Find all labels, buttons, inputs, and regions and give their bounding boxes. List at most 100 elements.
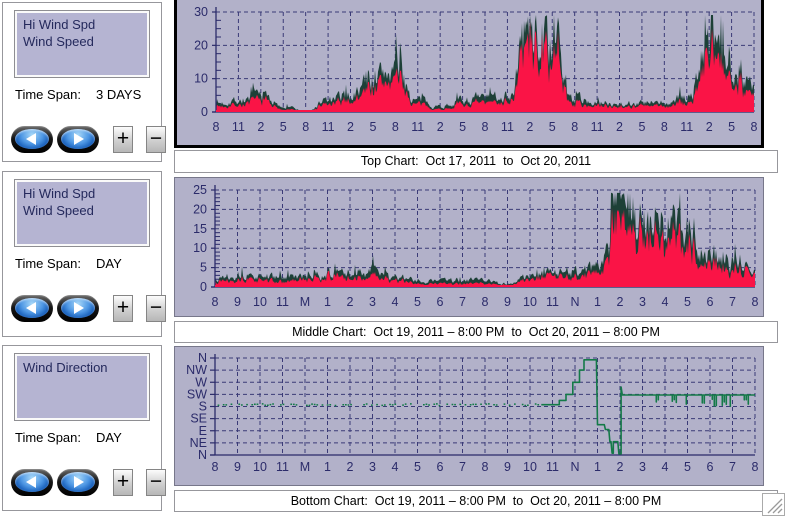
svg-text:3: 3 [639, 460, 646, 474]
top-chart-plot: 0 10 20 30 8 11 2 5 8 11 2 5 8 11 2 5 8 11 2 5 8 11 2 5 8 11 2 5 8 [194, 5, 758, 134]
svg-text:7: 7 [729, 460, 736, 474]
control-panel-bottom-chart: Wind Direction Time Span: DAY + − [2, 345, 166, 511]
nav-buttons: + − [11, 124, 166, 154]
button-orb [15, 128, 49, 149]
zoom-out-button[interactable]: − [146, 125, 166, 153]
svg-text:N: N [570, 460, 579, 474]
scroll-left-button[interactable] [11, 125, 53, 153]
right-arrow-icon [74, 475, 84, 488]
time-span-label: Time Span: [15, 430, 81, 445]
svg-text:5: 5 [459, 120, 466, 134]
list-item[interactable]: Hi Wind Spd [23, 17, 96, 32]
top-chart-caption: Top Chart: Oct 17, 2011 to Oct 20, 2011 [174, 150, 778, 173]
button-orb [15, 471, 49, 492]
svg-text:4: 4 [662, 460, 669, 474]
svg-text:10: 10 [253, 295, 267, 309]
minus-icon: − [149, 469, 163, 493]
svg-text:2: 2 [437, 120, 444, 134]
svg-text:8: 8 [661, 120, 668, 134]
svg-text:0: 0 [201, 105, 208, 119]
control-panel-middle-chart: Hi Wind Spd Wind Speed Time Span: DAY + … [2, 171, 166, 337]
list-item[interactable]: Wind Direction [23, 360, 108, 375]
window-resize-grip[interactable] [762, 493, 785, 516]
svg-text:11: 11 [591, 120, 604, 134]
top-chart[interactable]: 0 10 20 30 8 11 2 5 8 11 2 5 8 11 2 5 8 11 2 5 8 11 2 5 8 11 2 5 8 [174, 0, 764, 148]
svg-text:N: N [198, 351, 207, 365]
svg-text:SE: SE [190, 412, 207, 426]
svg-text:8: 8 [482, 295, 489, 309]
bottom-chart-caption: Bottom Chart: Oct 19, 2011 – 8:00 PM to … [174, 490, 778, 512]
svg-text:8: 8 [482, 460, 489, 474]
zoom-in-button[interactable]: + [113, 294, 133, 322]
zoom-out-button[interactable]: − [146, 468, 166, 496]
svg-text:7: 7 [459, 295, 466, 309]
svg-text:8: 8 [752, 460, 759, 474]
list-item[interactable]: Wind Speed [23, 203, 94, 218]
svg-text:SW: SW [187, 387, 207, 401]
zoom-out-button[interactable]: − [146, 294, 166, 322]
svg-text:2: 2 [526, 120, 533, 134]
middle-chart[interactable]: 0 5 10 15 20 25 8 9 10 11 M 1 2 3 4 5 6 7 8 9 10 11 N 1 2 3 4 5 6 7 8 [174, 177, 764, 317]
scroll-right-button[interactable] [57, 294, 99, 322]
list-item[interactable]: Hi Wind Spd [23, 186, 96, 201]
time-span-label: Time Span: [15, 256, 81, 271]
svg-text:2: 2 [617, 295, 624, 309]
svg-text:8: 8 [392, 120, 399, 134]
svg-text:11: 11 [232, 120, 245, 134]
zoom-in-button[interactable]: + [113, 468, 133, 496]
svg-text:7: 7 [459, 460, 466, 474]
svg-text:2: 2 [347, 295, 354, 309]
series-listbox[interactable]: Hi Wind Spd Wind Speed [14, 179, 150, 247]
scroll-right-button[interactable] [57, 468, 99, 496]
svg-text:20: 20 [194, 38, 208, 52]
bottom-chart[interactable]: N NW W SW S SE E NE N 8 9 10 11 M 1 2 3 4 5 6 7 8 9 10 11 N 1 2 3 4 5 6… [174, 346, 764, 486]
svg-text:S: S [199, 400, 207, 414]
svg-text:8: 8 [752, 295, 759, 309]
svg-text:5: 5 [280, 120, 287, 134]
plus-icon: + [116, 469, 130, 493]
svg-text:11: 11 [680, 120, 693, 134]
svg-text:6: 6 [707, 460, 714, 474]
svg-text:10: 10 [523, 295, 537, 309]
svg-text:5: 5 [728, 120, 735, 134]
svg-text:5: 5 [414, 295, 421, 309]
button-orb [61, 128, 95, 149]
scroll-right-button[interactable] [57, 125, 99, 153]
plus-icon: + [116, 126, 130, 150]
svg-text:6: 6 [707, 295, 714, 309]
button-orb [15, 297, 49, 318]
resize-grip-icon [767, 498, 783, 514]
svg-text:5: 5 [414, 460, 421, 474]
svg-text:8: 8 [212, 460, 219, 474]
svg-text:4: 4 [662, 295, 669, 309]
svg-text:8: 8 [751, 120, 758, 134]
list-item[interactable]: Wind Speed [23, 34, 94, 49]
scroll-left-button[interactable] [11, 294, 53, 322]
svg-text:NW: NW [186, 363, 207, 377]
scroll-left-button[interactable] [11, 468, 53, 496]
svg-text:5: 5 [684, 460, 691, 474]
svg-text:20: 20 [193, 202, 207, 216]
svg-text:3: 3 [369, 295, 376, 309]
svg-text:8: 8 [213, 120, 220, 134]
zoom-in-button[interactable]: + [113, 125, 133, 153]
time-span-row: Time Span: 3 DAYS [15, 87, 141, 102]
left-arrow-icon [26, 132, 36, 145]
svg-text:2: 2 [347, 460, 354, 474]
series-listbox[interactable]: Wind Direction [14, 353, 150, 421]
series-listbox[interactable]: Hi Wind Spd Wind Speed [14, 10, 150, 78]
svg-text:9: 9 [504, 295, 511, 309]
minus-icon: − [149, 126, 163, 150]
svg-text:10: 10 [193, 241, 207, 255]
left-arrow-icon [26, 301, 36, 314]
svg-text:8: 8 [212, 295, 219, 309]
right-arrow-icon [74, 301, 84, 314]
svg-text:5: 5 [684, 295, 691, 309]
svg-text:2: 2 [617, 460, 624, 474]
svg-text:2: 2 [347, 120, 354, 134]
svg-text:25: 25 [193, 183, 207, 197]
nav-buttons: + − [11, 467, 166, 497]
time-span-value: 3 DAYS [96, 87, 142, 102]
